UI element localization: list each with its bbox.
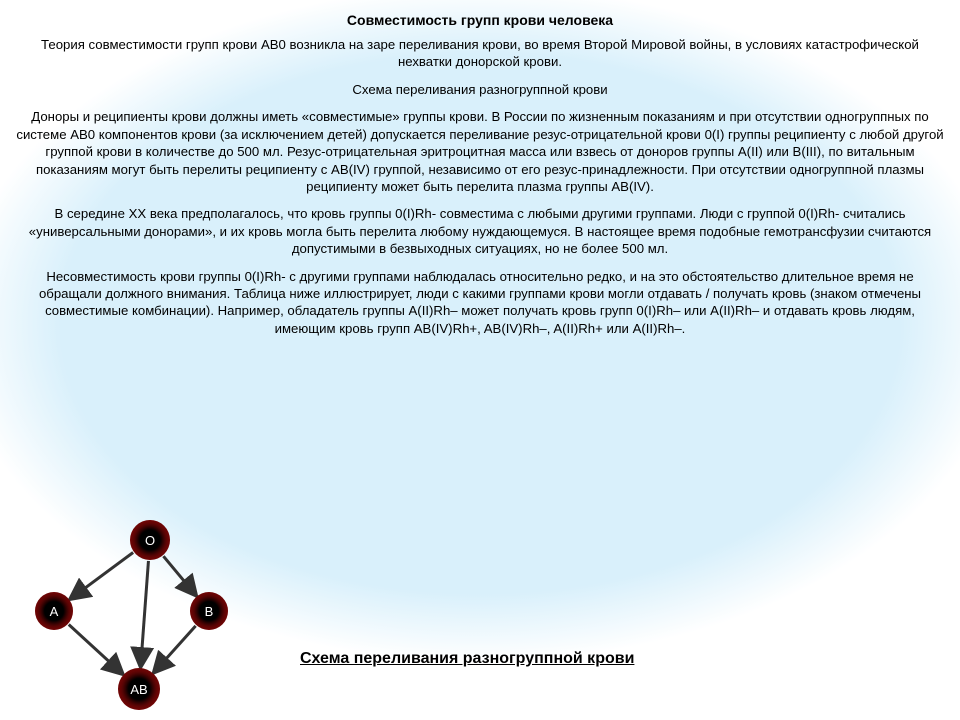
text-content: Совместимость групп крови человека Теори…: [0, 0, 960, 337]
node-b: B: [190, 592, 228, 630]
diagram-caption: Схема переливания разногруппной крови: [300, 650, 634, 668]
paragraph-3: В середине XX века предполагалось, что к…: [10, 205, 950, 257]
paragraph-1: Схема переливания разногруппной крови: [10, 81, 950, 98]
node-ab: AB: [118, 668, 160, 710]
edge-O-AB: [141, 561, 149, 665]
edge-A-AB: [69, 625, 122, 673]
edge-B-AB: [155, 626, 196, 671]
paragraph-2: Доноры и реципиенты крови должны иметь «…: [10, 108, 950, 195]
node-o: O: [130, 520, 170, 560]
paragraph-4: Несовместимость крови группы 0(I)Rh- с д…: [10, 268, 950, 338]
paragraph-0: Теория совместимости групп крови AB0 воз…: [10, 36, 950, 71]
node-a: A: [35, 592, 73, 630]
blood-compat-diagram: Схема переливания разногруппной крови O A…: [0, 510, 960, 720]
edge-O-B: [163, 556, 195, 594]
edge-O-A: [72, 552, 133, 597]
page-title: Совместимость групп крови человека: [10, 12, 950, 28]
